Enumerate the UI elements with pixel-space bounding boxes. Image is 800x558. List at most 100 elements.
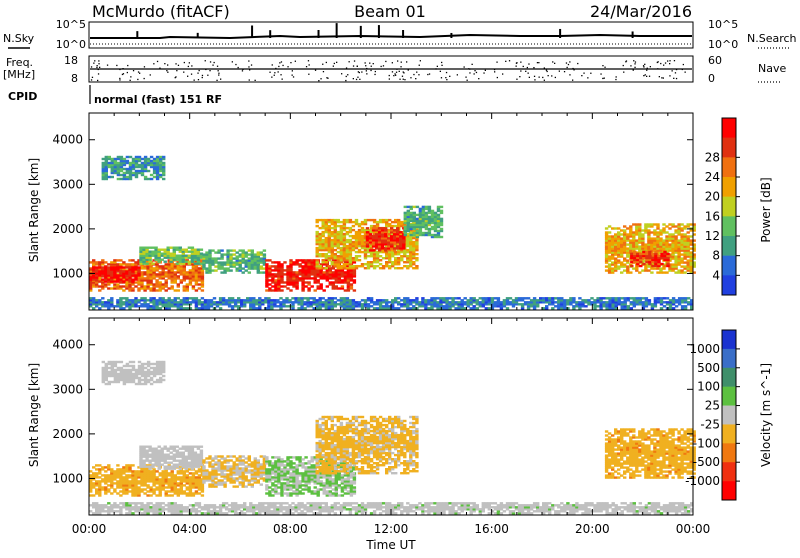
heatmap-cell xyxy=(332,281,335,283)
nave-dot xyxy=(419,65,420,66)
heatmap-cell xyxy=(137,266,140,268)
heatmap-cell xyxy=(340,253,343,255)
nave-dot xyxy=(341,73,342,74)
heatmap-cell xyxy=(101,301,104,303)
heatmap-cell xyxy=(143,297,146,299)
heatmap-cell xyxy=(117,156,120,158)
heatmap-cell xyxy=(188,261,191,263)
nave-dot xyxy=(537,62,538,63)
nave-dot xyxy=(538,62,539,63)
heatmap-cell xyxy=(248,249,251,251)
heatmap-cell xyxy=(413,224,416,226)
heatmap-cell xyxy=(346,267,349,269)
heatmap-cell xyxy=(174,474,177,476)
heatmap-cell xyxy=(131,259,134,261)
heatmap-cell xyxy=(566,299,569,301)
heatmap-cell xyxy=(340,221,343,223)
heatmap-cell xyxy=(470,307,473,309)
heatmap-cell xyxy=(332,271,335,273)
heatmap-cell xyxy=(343,253,346,255)
heatmap-cell xyxy=(413,232,416,234)
nave-dot xyxy=(469,72,470,73)
nave-dot xyxy=(657,68,658,69)
heatmap-cell xyxy=(355,255,358,257)
nave-dot xyxy=(441,77,442,78)
heatmap-cell xyxy=(277,261,280,263)
heatmap-cell xyxy=(642,301,645,303)
heatmap-cell xyxy=(434,212,437,214)
heatmap-cell xyxy=(687,301,690,303)
heatmap-cell xyxy=(409,307,412,309)
nave-dot xyxy=(323,71,324,72)
heatmap-cell xyxy=(123,172,126,174)
heatmap-cell xyxy=(387,233,390,235)
heatmap-cell xyxy=(280,289,283,291)
noise-tick-bottom-left: 10^0 xyxy=(56,38,86,51)
heatmap-cell xyxy=(111,361,114,363)
heatmap-cell xyxy=(226,267,229,269)
heatmap-cell xyxy=(391,299,394,301)
heatmap-cell xyxy=(177,470,180,472)
heatmap-cell xyxy=(237,297,240,299)
heatmap-cell xyxy=(263,249,266,251)
heatmap-cell xyxy=(242,249,245,251)
heatmap-cell xyxy=(400,255,403,257)
cpid-text: normal (fast) 151 RF xyxy=(94,93,222,106)
heatmap-cell xyxy=(313,297,316,299)
nave-dot xyxy=(322,64,323,65)
heatmap-cell xyxy=(690,251,693,253)
nave-dot xyxy=(474,73,475,74)
nave-dot xyxy=(674,60,675,61)
heatmap-cell xyxy=(337,225,340,227)
heatmap-cell xyxy=(171,494,174,496)
nave-dot xyxy=(418,74,419,75)
heatmap-cell xyxy=(648,299,651,301)
heatmap-cell xyxy=(385,261,388,263)
heatmap-cell xyxy=(95,261,98,263)
heatmap-cell xyxy=(343,297,346,299)
heatmap-cell xyxy=(142,446,145,448)
heatmap-cell xyxy=(322,301,325,303)
heatmap-cell xyxy=(149,297,152,299)
heatmap-cell xyxy=(521,303,524,305)
heatmap-cell xyxy=(274,281,277,283)
heatmap-cell xyxy=(161,464,164,466)
nave-dot xyxy=(167,72,168,73)
heatmap-cell xyxy=(271,285,274,287)
heatmap-cell xyxy=(260,265,263,267)
heatmap-cell xyxy=(656,237,659,239)
heatmap-cell xyxy=(442,305,445,307)
heatmap-cell xyxy=(671,263,674,265)
heatmap-cell xyxy=(680,269,683,271)
nave-dot xyxy=(645,74,646,75)
heatmap-cell xyxy=(353,281,356,283)
nave-dot xyxy=(630,65,631,66)
nave-dot xyxy=(96,67,97,68)
heatmap-cell xyxy=(608,237,611,239)
heatmap-cell xyxy=(268,259,271,261)
heatmap-cell xyxy=(674,229,677,231)
heatmap-cell xyxy=(373,253,376,255)
heatmap-cell xyxy=(412,261,415,263)
heatmap-cell xyxy=(217,257,220,259)
heatmap-cell xyxy=(650,237,653,239)
heatmap-cell xyxy=(194,263,197,265)
nave-dot xyxy=(183,72,184,73)
heatmap-cell xyxy=(651,257,654,259)
heatmap-cell xyxy=(137,299,140,301)
heatmap-cell xyxy=(440,228,443,230)
heatmap-cell xyxy=(464,297,467,299)
heatmap-cell xyxy=(113,280,116,282)
heatmap-cell xyxy=(404,206,407,208)
heatmap-cell xyxy=(632,223,635,225)
nave-dot xyxy=(98,73,99,74)
heatmap-cell xyxy=(147,170,150,172)
heatmap-cell xyxy=(129,369,132,371)
heatmap-cell xyxy=(185,446,188,448)
heatmap-cell xyxy=(503,299,506,301)
heatmap-cell xyxy=(89,297,92,299)
heatmap-cell xyxy=(303,297,306,299)
heatmap-cell xyxy=(150,383,153,385)
heatmap-cell xyxy=(188,462,191,464)
nave-dot xyxy=(207,75,208,76)
